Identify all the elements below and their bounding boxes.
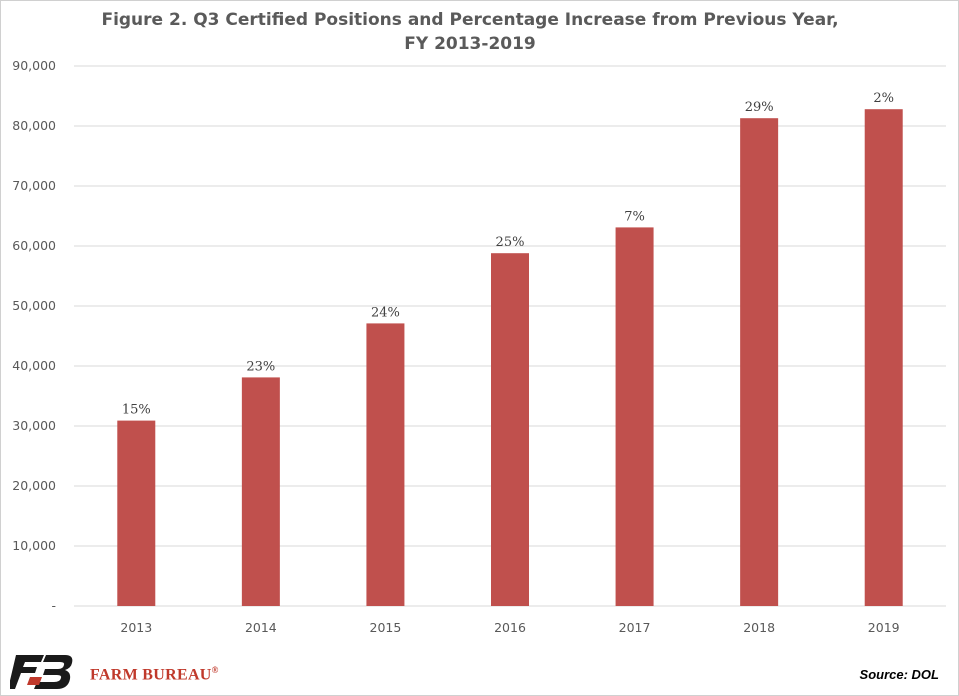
y-tick-label: 30,000 [12,418,56,433]
x-tick-label: 2016 [494,620,526,635]
y-tick-label: 70,000 [12,178,56,193]
farm-bureau-wordmark: FARM BUREAU® [90,665,219,684]
chart-subtitle: FY 2013-2019 [404,34,536,54]
data-label: 25% [496,235,525,250]
x-tick-label: 2018 [743,620,775,635]
data-label: 24% [371,305,400,320]
y-tick-label: 90,000 [12,58,56,73]
bar-2015 [366,323,405,606]
brand-name: FARM BUREAU [90,666,212,684]
farm-bureau-logo-icon [10,655,73,689]
y-tick-label: 10,000 [12,538,56,553]
chart-title: Figure 2. Q3 Certified Positions and Per… [101,10,839,30]
bar-2017 [615,227,654,606]
y-tick-label: - [51,598,56,613]
data-label: 2% [873,91,894,106]
bar-2016 [491,253,529,606]
data-label: 29% [745,100,774,115]
registered-mark: ® [211,665,219,675]
x-tick-label: 2019 [868,620,900,635]
y-tick-label: 80,000 [12,118,56,133]
bar-2013 [117,420,156,606]
bar-2018 [740,118,779,606]
x-tick-label: 2017 [619,620,651,635]
x-tick-label: 2013 [120,620,152,635]
y-tick-label: 40,000 [12,358,56,373]
data-label: 23% [246,359,275,374]
y-tick-label: 20,000 [12,478,56,493]
farm-bureau-logo: FARM BUREAU® [10,655,240,691]
bar-2014 [241,377,280,606]
bar-2019 [864,109,903,606]
x-tick-label: 2015 [370,620,402,635]
data-label: 7% [624,209,645,224]
y-tick-label: 60,000 [12,238,56,253]
y-tick-label: 50,000 [12,298,56,313]
data-label: 15% [122,403,151,418]
source-note: Source: DOL [859,667,939,682]
chart-title-block: Figure 2. Q3 Certified Positions and Per… [40,8,900,56]
x-tick-label: 2014 [245,620,277,635]
